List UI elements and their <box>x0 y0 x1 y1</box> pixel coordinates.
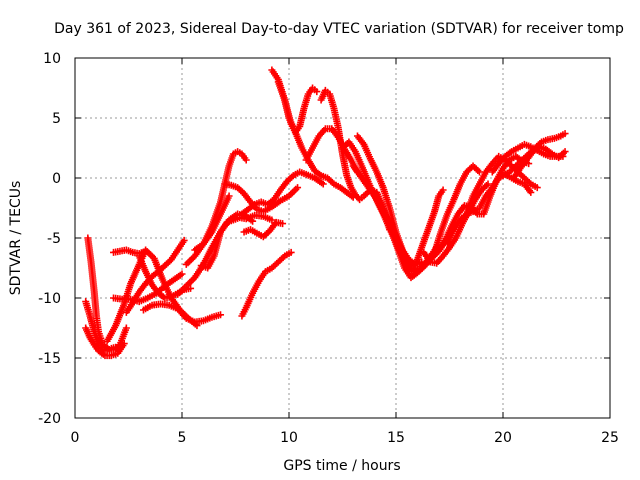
data-point <box>187 284 195 292</box>
data-points <box>82 66 569 360</box>
data-point <box>287 248 295 256</box>
x-ticks: 0 5 10 15 20 25 <box>71 58 619 446</box>
x-tick-label: 15 <box>387 430 405 446</box>
data-point <box>533 184 541 192</box>
data-point <box>527 188 535 196</box>
data-series <box>238 248 295 320</box>
data-series <box>510 143 569 182</box>
data-series <box>191 192 233 254</box>
y-tick-label: 0 <box>52 171 61 187</box>
y-tick-label: 10 <box>43 51 61 67</box>
data-point <box>142 247 150 255</box>
data-point <box>484 180 492 188</box>
data-point <box>180 236 188 244</box>
data-series <box>238 168 327 218</box>
data-point <box>217 311 225 319</box>
data-series <box>353 132 426 268</box>
data-point <box>122 324 130 332</box>
y-axis-title: SDTVAR / TECUs <box>8 181 24 296</box>
data-point <box>561 130 569 138</box>
x-tick-label: 25 <box>601 430 619 446</box>
y-tick-label: -5 <box>47 231 61 247</box>
data-point <box>178 270 186 278</box>
data-series <box>82 324 128 360</box>
data-point <box>242 156 250 164</box>
data-point <box>313 88 321 96</box>
y-tick-label: -20 <box>38 411 61 427</box>
data-point <box>225 192 233 200</box>
data-point <box>279 220 287 228</box>
data-point <box>268 216 276 224</box>
data-point <box>319 180 327 188</box>
chart-title: Day 361 of 2023, Sidereal Day-to-day VTE… <box>54 21 624 37</box>
y-ticks: -20 -15 -10 -5 0 5 10 <box>38 51 610 427</box>
y-tick-label: 5 <box>52 111 61 127</box>
data-series <box>139 300 225 326</box>
x-tick-label: 5 <box>178 430 187 446</box>
x-axis-title: GPS time / hours <box>283 458 400 474</box>
data-point <box>294 184 302 192</box>
data-series <box>240 218 287 241</box>
x-tick-label: 0 <box>71 430 80 446</box>
x-tick-label: 10 <box>280 430 298 446</box>
data-series <box>197 211 276 272</box>
data-point <box>120 340 128 348</box>
data-point <box>475 168 483 176</box>
data-point <box>439 186 447 194</box>
y-tick-label: -15 <box>38 351 61 367</box>
data-series <box>499 130 569 180</box>
data-series <box>424 162 483 266</box>
data-series <box>409 186 447 272</box>
data-series <box>110 246 150 258</box>
y-tick-label: -10 <box>38 291 61 307</box>
x-tick-label: 20 <box>494 430 512 446</box>
data-point <box>561 148 569 156</box>
grid-lines <box>75 58 610 418</box>
